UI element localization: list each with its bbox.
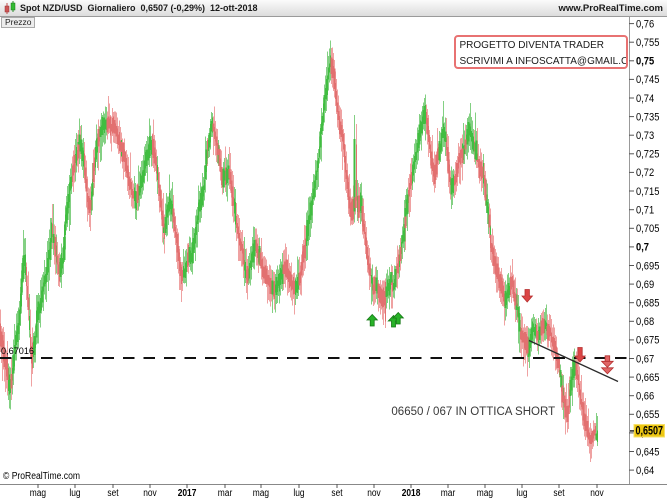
svg-text:lug: lug <box>516 488 527 499</box>
svg-text:lug: lug <box>293 488 304 499</box>
svg-text:nov: nov <box>143 488 157 499</box>
svg-text:0,6507: 0,6507 <box>636 424 664 438</box>
svg-text:mar: mar <box>218 488 233 499</box>
svg-text:mag: mag <box>477 488 493 499</box>
svg-text:06650 / 067 IN OTTICA SHORT: 06650 / 067 IN OTTICA SHORT <box>391 406 555 418</box>
svg-text:0,7: 0,7 <box>636 242 649 254</box>
svg-text:2018: 2018 <box>402 488 421 499</box>
svg-text:nov: nov <box>590 488 604 499</box>
svg-text:0,67: 0,67 <box>636 353 654 365</box>
svg-text:0,67016: 0,67016 <box>1 346 34 357</box>
svg-text:0,68: 0,68 <box>636 316 654 328</box>
svg-text:0,66: 0,66 <box>636 391 654 403</box>
svg-text:0,69: 0,69 <box>636 279 654 291</box>
svg-text:0,715: 0,715 <box>636 186 659 198</box>
svg-text:0,76: 0,76 <box>636 18 654 30</box>
svg-text:0,73: 0,73 <box>636 130 654 142</box>
svg-text:0,695: 0,695 <box>636 260 659 272</box>
svg-text:nov: nov <box>367 488 381 499</box>
svg-text:set: set <box>331 488 342 499</box>
svg-text:0,645: 0,645 <box>636 446 659 458</box>
svg-text:© ProRealTime.com: © ProRealTime.com <box>3 471 80 482</box>
svg-text:set: set <box>553 488 564 499</box>
svg-text:0,675: 0,675 <box>636 335 659 347</box>
svg-text:0,735: 0,735 <box>636 111 659 123</box>
svg-text:0,705: 0,705 <box>636 223 659 235</box>
svg-text:0,75: 0,75 <box>636 56 654 68</box>
svg-text:0,725: 0,725 <box>636 149 659 161</box>
svg-text:0,685: 0,685 <box>636 298 659 310</box>
svg-text:0,655: 0,655 <box>636 409 659 421</box>
svg-text:mag: mag <box>30 488 46 499</box>
svg-text:0,665: 0,665 <box>636 372 659 384</box>
svg-text:2017: 2017 <box>178 488 197 499</box>
svg-text:0,755: 0,755 <box>636 37 659 49</box>
svg-text:0,72: 0,72 <box>636 167 654 179</box>
svg-text:mag: mag <box>253 488 269 499</box>
svg-text:0,64: 0,64 <box>636 465 654 477</box>
svg-text:mar: mar <box>441 488 456 499</box>
svg-text:lug: lug <box>69 488 80 499</box>
svg-text:0,745: 0,745 <box>636 74 659 86</box>
svg-text:set: set <box>107 488 118 499</box>
svg-text:0,74: 0,74 <box>636 93 654 105</box>
svg-text:0,71: 0,71 <box>636 205 654 217</box>
